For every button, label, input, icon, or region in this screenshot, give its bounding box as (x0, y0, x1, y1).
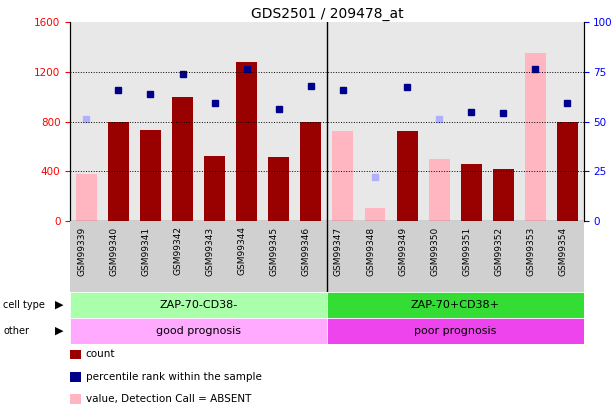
Bar (397, 131, 417, 221)
Bar (70, 318, 327, 344)
Bar (134, 22, 166, 221)
Bar (327, 221, 359, 292)
Text: GSM99353: GSM99353 (527, 226, 535, 276)
Bar (231, 22, 263, 221)
Text: cell type: cell type (3, 300, 45, 310)
Bar (493, 168, 514, 221)
Bar (461, 164, 481, 221)
Title: GDS2501 / 209478_at: GDS2501 / 209478_at (251, 7, 403, 21)
Bar (525, 53, 546, 221)
Bar (423, 221, 455, 292)
Text: GSM99344: GSM99344 (238, 226, 247, 275)
Bar (172, 97, 193, 221)
Text: GSM99354: GSM99354 (558, 226, 568, 275)
Bar (70, 22, 103, 221)
Text: GSM99343: GSM99343 (206, 226, 214, 275)
Bar (263, 22, 295, 221)
Bar (231, 221, 263, 292)
Bar (166, 22, 199, 221)
Text: GSM99341: GSM99341 (142, 226, 150, 275)
Text: GSM99351: GSM99351 (463, 226, 471, 276)
Bar (359, 221, 391, 292)
Text: GSM99352: GSM99352 (494, 226, 503, 275)
Text: GSM99346: GSM99346 (302, 226, 311, 275)
Bar (519, 22, 552, 221)
Bar (327, 318, 584, 344)
Bar (204, 156, 225, 221)
Text: good prognosis: good prognosis (156, 326, 241, 336)
Text: GSM99348: GSM99348 (366, 226, 375, 275)
Bar (429, 159, 450, 221)
Bar (140, 130, 161, 221)
Bar (455, 221, 488, 292)
Text: ▶: ▶ (55, 326, 64, 336)
Bar (391, 221, 423, 292)
Text: GSM99350: GSM99350 (430, 226, 439, 276)
Text: count: count (86, 350, 115, 359)
Text: GSM99342: GSM99342 (174, 226, 183, 275)
Text: GSM99339: GSM99339 (78, 226, 86, 276)
Bar (455, 22, 488, 221)
Bar (199, 22, 231, 221)
Bar (332, 131, 353, 221)
Bar (423, 22, 455, 221)
Bar (552, 22, 584, 221)
Bar (103, 221, 134, 292)
Bar (488, 22, 519, 221)
Bar (327, 22, 359, 221)
Text: percentile rank within the sample: percentile rank within the sample (86, 372, 262, 382)
Text: poor prognosis: poor prognosis (414, 326, 496, 336)
Bar (557, 122, 578, 221)
Bar (134, 221, 166, 292)
Bar (301, 122, 321, 221)
Bar (295, 221, 327, 292)
Bar (268, 158, 289, 221)
Text: ZAP-70+CD38+: ZAP-70+CD38+ (411, 300, 500, 310)
Bar (519, 221, 552, 292)
Bar (166, 221, 199, 292)
Bar (552, 221, 584, 292)
Text: value, Detection Call = ABSENT: value, Detection Call = ABSENT (86, 394, 251, 404)
Bar (108, 122, 129, 221)
Text: GSM99340: GSM99340 (109, 226, 119, 275)
Bar (391, 22, 423, 221)
Bar (236, 62, 257, 221)
Text: other: other (3, 326, 29, 336)
Bar (359, 22, 391, 221)
Bar (263, 221, 295, 292)
Bar (327, 292, 584, 318)
Bar (365, 208, 386, 221)
Text: ZAP-70-CD38-: ZAP-70-CD38- (159, 300, 238, 310)
Bar (199, 221, 231, 292)
Bar (76, 174, 97, 221)
Text: ▶: ▶ (55, 300, 64, 310)
Text: GSM99349: GSM99349 (398, 226, 407, 275)
Bar (70, 221, 103, 292)
Text: GSM99345: GSM99345 (270, 226, 279, 275)
Bar (70, 292, 327, 318)
Bar (295, 22, 327, 221)
Bar (488, 221, 519, 292)
Bar (103, 22, 134, 221)
Text: GSM99347: GSM99347 (334, 226, 343, 275)
